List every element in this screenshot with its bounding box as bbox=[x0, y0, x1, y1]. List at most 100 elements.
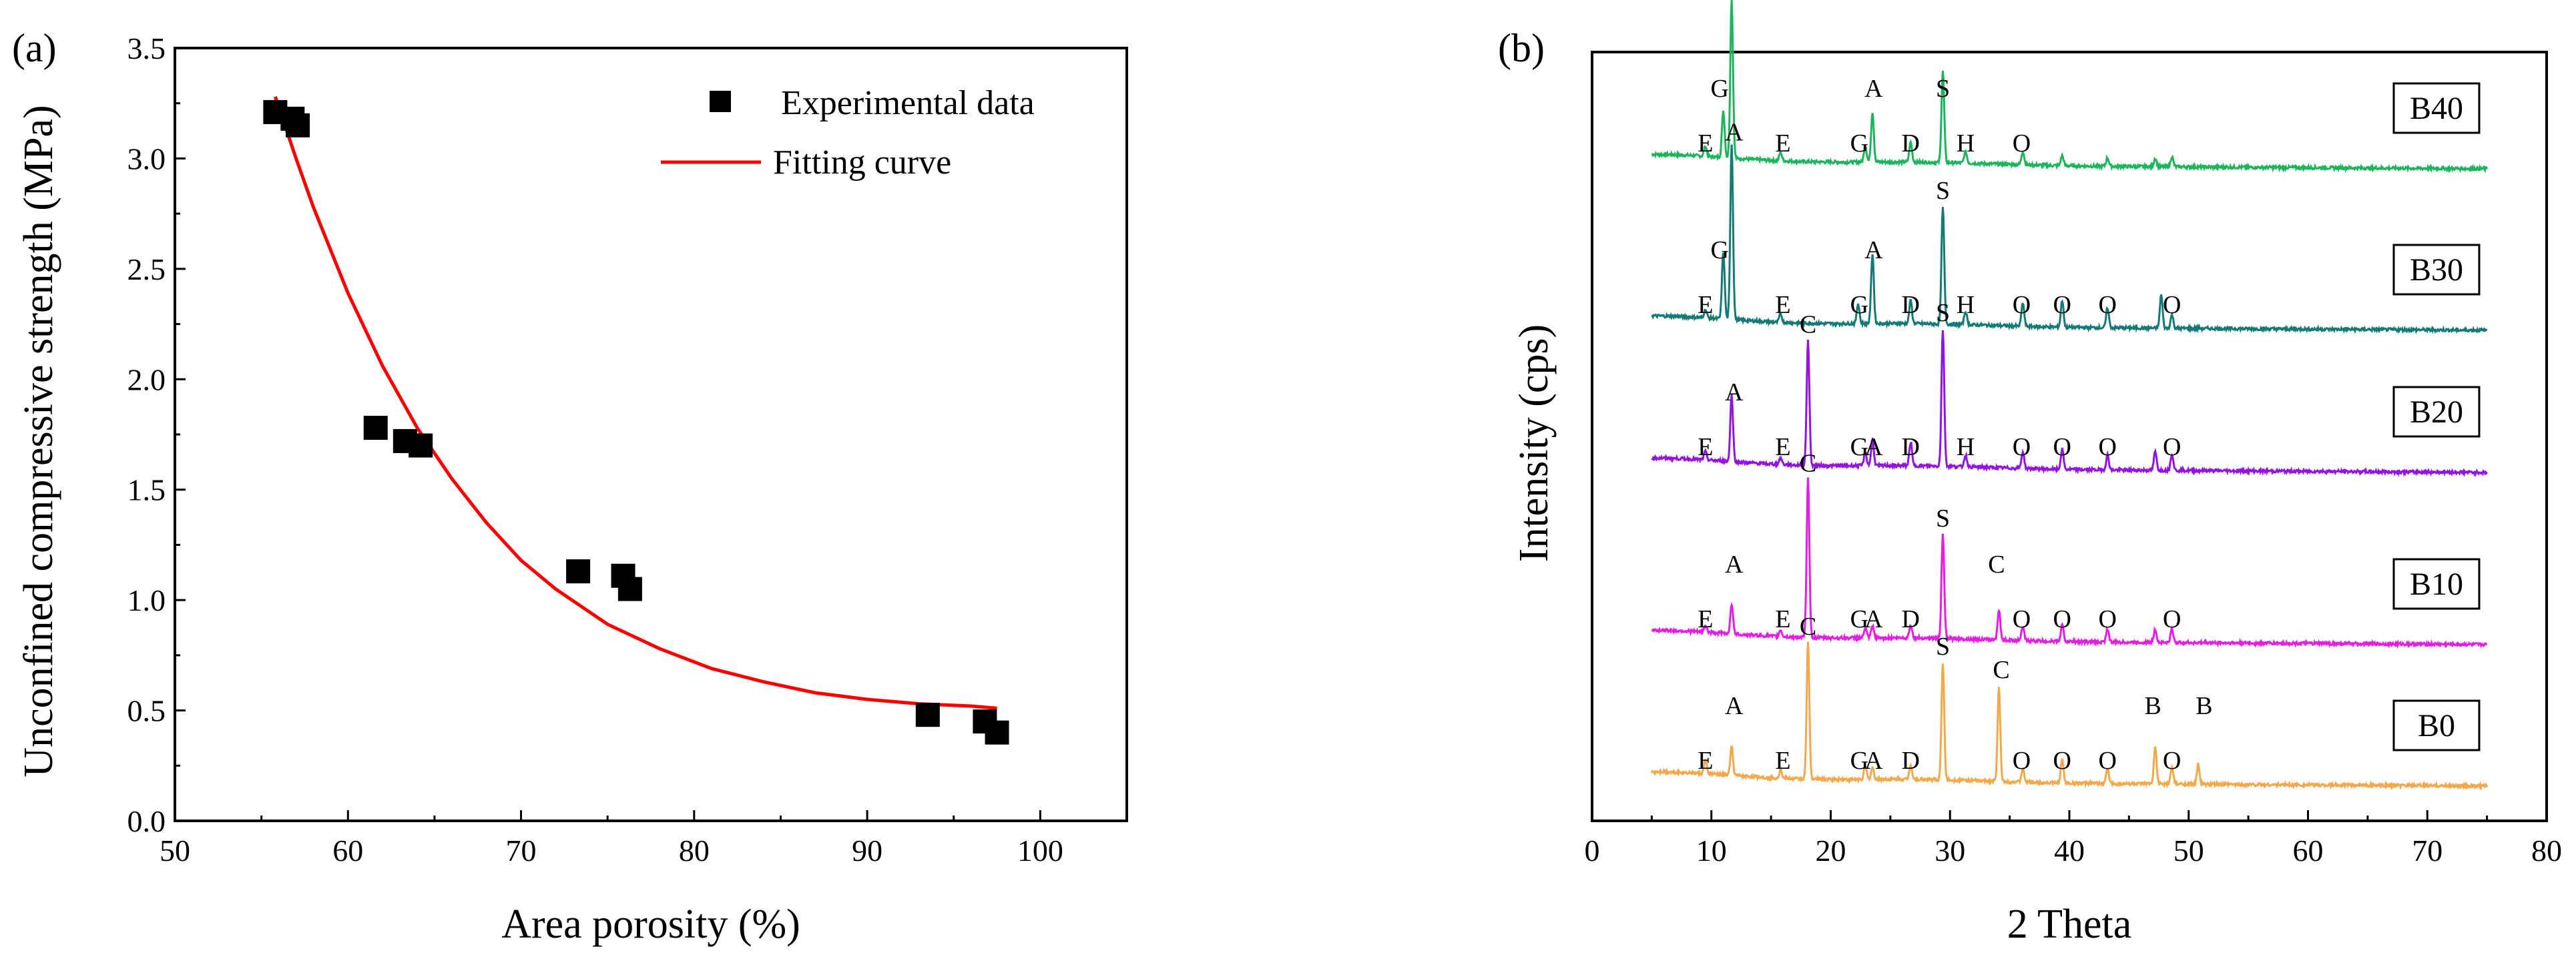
peak-annotation: A bbox=[1864, 236, 1883, 264]
peak-annotation: E bbox=[1698, 747, 1713, 775]
data-point bbox=[363, 416, 388, 440]
peak-annotation: A bbox=[1725, 378, 1744, 406]
sample-label: B0 bbox=[2418, 708, 2455, 743]
peak-annotation: A bbox=[1725, 692, 1744, 720]
xrd-pattern-B40: B40EGAEGADSHO bbox=[1651, 0, 2489, 174]
y-tick-label-a: 0.5 bbox=[127, 694, 166, 728]
data-point bbox=[286, 113, 310, 137]
peak-annotation: G bbox=[1850, 433, 1868, 461]
panel-a: (a) 50 60 70 80 90 100 0.0 0.5 1.0 1.5 2.0 2.5 3.0 3.… bbox=[12, 26, 1128, 947]
xrd-patterns-layer: B40EGAEGADSHOB30EGAEGADSHOOOOB20EAECGADS… bbox=[1651, 0, 2489, 791]
peak-annotation: G bbox=[1850, 291, 1868, 319]
x-tick-label-a: 50 bbox=[160, 834, 190, 868]
x-tick-label-a: 100 bbox=[1017, 834, 1063, 868]
legend-label-experimental: Experimental data bbox=[781, 84, 1035, 122]
peak-annotation: O bbox=[2013, 291, 2031, 319]
peak-annotation: O bbox=[2053, 433, 2071, 461]
peak-annotation: A bbox=[1725, 551, 1744, 579]
sample-label: B20 bbox=[2410, 394, 2463, 430]
peak-annotation: D bbox=[1902, 605, 1920, 633]
peak-annotation: D bbox=[1902, 129, 1920, 157]
peak-annotation: H bbox=[1957, 291, 1975, 319]
x-tick-label-b: 80 bbox=[2531, 834, 2562, 868]
sample-label: B10 bbox=[2410, 567, 2463, 602]
axes-a: 50 60 70 80 90 100 0.0 0.5 1.0 1.5 2.0 2.5 3.0 3.5 bbox=[127, 31, 1063, 868]
xrd-line-B30 bbox=[1651, 144, 2488, 335]
peak-annotation: E bbox=[1775, 129, 1790, 157]
x-axis-label-b: 2 Theta bbox=[2007, 902, 2132, 947]
experimental-points-layer bbox=[263, 99, 1009, 745]
x-tick-label-b: 10 bbox=[1696, 834, 1727, 868]
peak-annotation: O bbox=[2098, 433, 2116, 461]
peak-annotation: O bbox=[2013, 747, 2031, 775]
y-tick-label-a: 1.5 bbox=[127, 473, 166, 507]
y-axis-label-a: Unconfined compressive strength (MPa) bbox=[16, 105, 61, 777]
y-tick-label-a: 1.0 bbox=[127, 583, 166, 617]
x-tick-label-a: 70 bbox=[506, 834, 537, 868]
fitting-curve-layer bbox=[274, 96, 997, 710]
peak-annotation: S bbox=[1936, 633, 1950, 661]
xrd-line-B20 bbox=[1651, 330, 2488, 478]
peak-annotation: O bbox=[2013, 605, 2031, 633]
peak-annotation: O bbox=[2098, 747, 2116, 775]
sample-label: B40 bbox=[2410, 91, 2463, 126]
x-tick-label-a: 90 bbox=[852, 834, 882, 868]
peak-annotation: O bbox=[2163, 747, 2181, 775]
legend-a: Experimental data Fitting curve bbox=[661, 84, 1035, 182]
peak-annotation: E bbox=[1775, 605, 1790, 633]
xrd-line-B40 bbox=[1651, 0, 2489, 174]
peak-annotation: S bbox=[1936, 177, 1950, 205]
peak-annotation: E bbox=[1775, 433, 1790, 461]
peak-annotation: C bbox=[1800, 450, 1816, 478]
peak-annotation: H bbox=[1957, 129, 1975, 157]
peak-annotation: C bbox=[1988, 551, 2005, 579]
peak-annotation: O bbox=[2013, 129, 2031, 157]
y-axis-label-b: Intensity (cps) bbox=[1511, 324, 1557, 562]
peak-annotation: O bbox=[2053, 747, 2071, 775]
peak-annotation: A bbox=[1864, 605, 1883, 633]
peak-annotation: E bbox=[1775, 747, 1790, 775]
x-tick-label-b: 50 bbox=[2173, 834, 2204, 868]
xrd-line-B0 bbox=[1651, 641, 2489, 791]
xrd-line-B10 bbox=[1651, 477, 2487, 649]
x-tick-label-b: 20 bbox=[1816, 834, 1846, 868]
peak-annotation: C bbox=[1800, 311, 1816, 339]
x-tick-label-a: 80 bbox=[679, 834, 710, 868]
peak-annotation: C bbox=[1800, 613, 1816, 641]
x-tick-label-a: 60 bbox=[332, 834, 363, 868]
peak-annotation: D bbox=[1902, 747, 1920, 775]
sample-label-box bbox=[2392, 244, 2481, 296]
data-point bbox=[409, 433, 433, 458]
peak-annotation: O bbox=[2053, 291, 2071, 319]
fitting-curve bbox=[274, 96, 997, 710]
y-tick-label-a: 0.0 bbox=[127, 804, 166, 838]
peak-annotation: G bbox=[1850, 129, 1868, 157]
legend-label-fitting: Fitting curve bbox=[773, 143, 951, 182]
plot-frame-a bbox=[174, 47, 1128, 822]
peak-annotation: E bbox=[1698, 291, 1713, 319]
sample-label-box bbox=[2392, 386, 2481, 438]
data-point bbox=[985, 720, 1009, 745]
peak-annotation: E bbox=[1775, 291, 1790, 319]
peak-annotation: O bbox=[2053, 605, 2071, 633]
sample-label-box bbox=[2392, 558, 2481, 610]
peak-annotation: B bbox=[2144, 692, 2161, 720]
legend-marker-experimental bbox=[710, 91, 731, 112]
peak-annotation: D bbox=[1902, 433, 1920, 461]
peak-annotation: S bbox=[1936, 299, 1950, 327]
peak-annotation: H bbox=[1957, 433, 1975, 461]
peak-annotation: A bbox=[1864, 433, 1883, 461]
peak-annotation: G bbox=[1711, 236, 1729, 264]
peak-annotation: A bbox=[1864, 747, 1883, 775]
x-tick-label-b: 60 bbox=[2293, 834, 2324, 868]
sample-label-box bbox=[2392, 699, 2481, 751]
peak-annotation: A bbox=[1725, 0, 1744, 2]
panel-b-label: (b) bbox=[1498, 26, 1545, 70]
peak-annotation: O bbox=[2013, 433, 2031, 461]
y-tick-label-a: 3.0 bbox=[127, 141, 166, 176]
panel-a-label: (a) bbox=[12, 26, 57, 70]
peak-annotation: O bbox=[2098, 605, 2116, 633]
